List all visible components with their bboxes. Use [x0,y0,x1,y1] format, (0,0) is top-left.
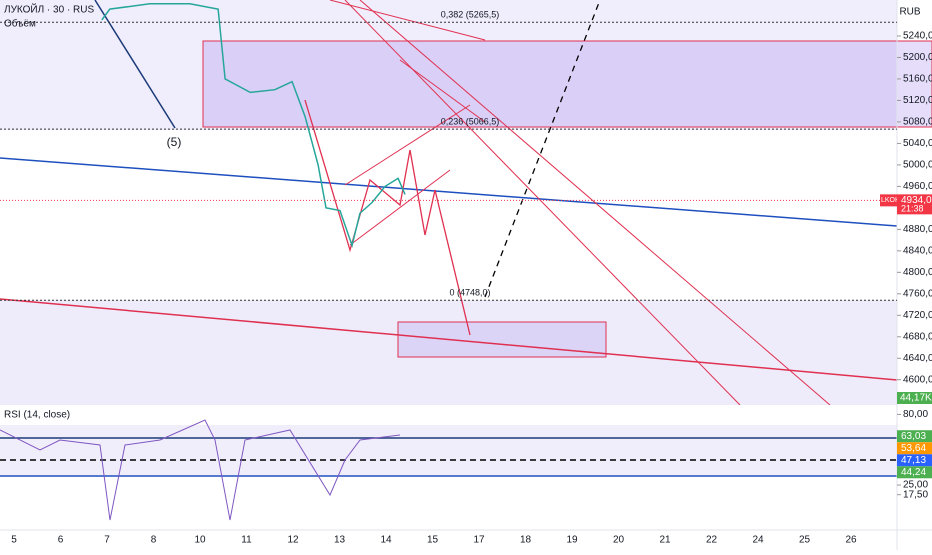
y-tick-label: 4600,0 [903,374,932,385]
trend-line [359,0,831,406]
fib-label: 0,382 (5265,5) [441,10,500,20]
y-tick-label: 4640,0 [903,353,932,364]
rsi-tick-label: 80,00 [903,409,928,420]
price-line [101,3,406,249]
rsi-tag-label: 53,64 [901,443,926,454]
rsi-tag [897,442,932,455]
wave-label: (5) [167,135,182,149]
y-tick-label: 5080,0 [903,117,932,128]
x-tick-label: 13 [334,535,346,546]
x-tick-label: 19 [566,535,578,546]
trend-line [0,157,898,227]
x-tick-label: 25 [799,535,811,546]
projection [484,0,601,298]
y-tick-label: 5040,0 [903,138,932,149]
price-ticker: LKOH [881,197,900,204]
rsi-tick-label: 25,00 [903,480,928,491]
channel [344,104,471,186]
y-tick-label: 4880,0 [903,224,932,235]
x-tick-label: 18 [520,535,532,546]
x-tick-label: 5 [11,535,17,546]
rsi-band [0,425,897,475]
x-tick-label: 21 [659,535,671,546]
y-tick-label: 4960,0 [903,181,932,192]
y-tick-label: 4720,0 [903,310,932,321]
x-tick-label: 12 [287,535,299,546]
x-tick-label: 7 [104,535,110,546]
fib-label: 0,236 (5066,5) [441,117,500,127]
volume-label: 44,17K [900,393,932,404]
rsi-tag [897,430,932,443]
y-tick-label: 4680,0 [903,331,932,342]
x-tick-label: 24 [752,535,764,546]
trend-line [0,298,898,381]
price-time: 21:38 [901,204,924,214]
currency: RUB [899,7,920,18]
zone [0,300,897,405]
rsi-tag-label: 63,03 [901,431,926,442]
rsi-tick-label: 17,50 [903,489,928,500]
y-tick-label: 4760,0 [903,288,932,299]
x-tick-label: 14 [380,535,392,546]
y-tick-label: 4800,0 [903,267,932,278]
rsi-tag-label: 47,13 [901,455,926,466]
x-tick-label: 15 [427,535,439,546]
channel [349,169,451,246]
price-tag [897,194,932,215]
x-tick-label: 11 [241,535,252,546]
y-tick-label: 5000,0 [903,160,932,171]
y-tick-label: 5200,0 [903,52,932,63]
y-tick-label: 5120,0 [903,95,932,106]
volume-title: Объём [4,18,36,30]
rsi-tag-label: 44,24 [901,467,926,478]
x-tick-label: 6 [58,535,64,546]
rsi-title: RSI (14, close) [4,410,70,421]
x-tick-label: 10 [194,535,206,546]
price-label: 4934,0 [901,195,932,206]
target-box [397,321,607,358]
chart-title: ЛУКОЙЛ · 30 · RUS [4,3,94,16]
rsi-line [0,419,401,521]
rsi-tag [897,466,932,479]
price-tag [880,194,897,207]
y-tick-label: 5160,0 [903,74,932,85]
arrow [329,0,486,41]
rsi-tag [897,454,932,467]
x-tick-label: 26 [845,535,857,546]
fib-label: 0 (4748,0) [449,288,490,298]
x-tick-label: 22 [706,535,718,546]
arrow [399,59,486,123]
zigzag [304,99,471,336]
trend-line [94,0,176,129]
zone [0,0,897,130]
x-tick-label: 20 [613,535,625,546]
y-tick-label: 4840,0 [903,245,932,256]
zone-box [202,40,932,128]
x-tick-label: 8 [151,535,157,546]
x-tick-label: 17 [473,535,485,546]
y-tick-label: 5240,0 [903,31,932,42]
volume-tag [897,392,932,404]
